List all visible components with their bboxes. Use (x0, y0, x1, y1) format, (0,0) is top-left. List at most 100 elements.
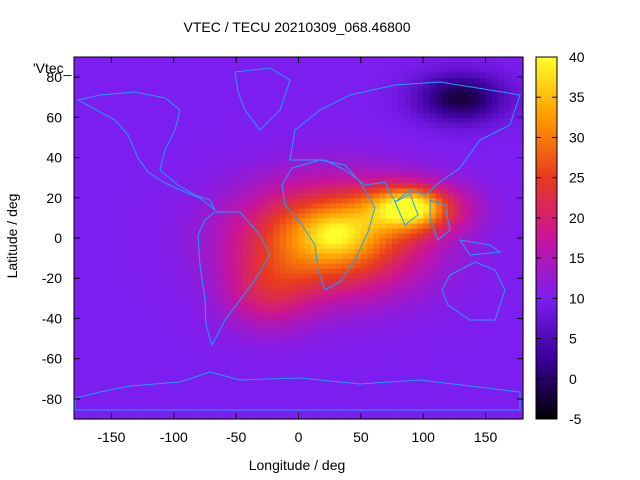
heatmap-cell (410, 343, 418, 350)
heatmap-cell (335, 368, 343, 375)
heatmap-cell (485, 177, 493, 184)
heatmap-cell (304, 217, 312, 224)
heatmap-cell (448, 112, 456, 118)
heatmap-cell (117, 273, 125, 279)
heatmap-cell (292, 408, 300, 415)
heatmap-cell (105, 87, 113, 93)
heatmap-cell (136, 207, 144, 214)
heatmap-cell (292, 338, 300, 345)
heatmap-cell (130, 333, 137, 340)
heatmap-cell (473, 238, 480, 244)
heatmap-cell (254, 383, 262, 390)
heatmap-cell (485, 403, 493, 410)
heatmap-cell (173, 398, 181, 405)
heatmap-cell (504, 338, 512, 345)
heatmap-cell (360, 243, 368, 249)
heatmap-cell (192, 137, 200, 144)
heatmap-cell (254, 87, 262, 93)
heatmap-cell (298, 248, 306, 254)
heatmap-cell (242, 353, 250, 360)
heatmap-cell (435, 217, 443, 224)
heatmap-cell (242, 137, 250, 144)
heatmap-cell (304, 182, 312, 189)
heatmap-cell (117, 258, 125, 264)
heatmap-cell (304, 283, 312, 289)
heatmap-cell (398, 368, 406, 375)
heatmap-cell (123, 162, 131, 169)
heatmap-cell (180, 248, 187, 254)
heatmap-cell (348, 177, 356, 184)
heatmap-cell (416, 142, 424, 149)
heatmap-cell (367, 97, 374, 103)
heatmap-cell (117, 127, 125, 134)
heatmap-cell (385, 122, 393, 128)
heatmap-cell (86, 363, 94, 370)
heatmap-cell (173, 263, 181, 269)
heatmap-cell (304, 207, 312, 214)
heatmap-cell (130, 187, 137, 194)
heatmap-cell (80, 293, 88, 299)
heatmap-cell (485, 408, 493, 415)
heatmap-cell (298, 388, 306, 395)
heatmap-cell (167, 338, 175, 345)
heatmap-cell (98, 243, 106, 249)
heatmap-cell (292, 413, 300, 420)
heatmap-cell (242, 122, 250, 128)
heatmap-cell (254, 137, 262, 144)
heatmap-cell (155, 338, 162, 345)
heatmap-cell (192, 243, 200, 249)
heatmap-cell (310, 217, 318, 224)
heatmap-cell (254, 368, 262, 375)
heatmap-cell (211, 107, 219, 113)
heatmap-cell (292, 77, 300, 83)
heatmap-cell (248, 212, 256, 219)
heatmap-cell (379, 222, 387, 229)
heatmap-cell (429, 187, 437, 194)
heatmap-cell (92, 368, 100, 375)
heatmap-cell (130, 393, 137, 400)
heatmap-cell (211, 398, 219, 405)
heatmap-cell (441, 263, 449, 269)
heatmap-cell (173, 413, 181, 420)
heatmap-cell (236, 388, 243, 395)
heatmap-cell (136, 298, 144, 304)
heatmap-cell (498, 57, 505, 63)
heatmap-cell (236, 142, 243, 149)
heatmap-cell (186, 192, 194, 199)
heatmap-cell (136, 117, 144, 123)
heatmap-cell (80, 323, 88, 330)
heatmap-cell (360, 102, 368, 108)
heatmap-cell (385, 202, 393, 209)
heatmap-cell (435, 358, 443, 365)
heatmap-cell (229, 82, 237, 88)
heatmap-cell (267, 248, 275, 254)
heatmap-cell (223, 403, 231, 410)
heatmap-cell (373, 328, 381, 335)
heatmap-cell (98, 232, 106, 239)
heatmap-cell (92, 57, 100, 63)
heatmap-cell (155, 202, 162, 209)
heatmap-cell (155, 378, 162, 385)
heatmap-cell (410, 413, 418, 420)
heatmap-cell (498, 172, 505, 179)
heatmap-cell (429, 152, 437, 159)
heatmap-cell (286, 248, 293, 254)
heatmap-cell (466, 343, 474, 350)
heatmap-cell (385, 338, 393, 345)
heatmap-cell (192, 87, 200, 93)
heatmap-cell (173, 278, 181, 284)
heatmap-cell (273, 82, 281, 88)
heatmap-cell (473, 117, 480, 123)
heatmap-cell (373, 298, 381, 304)
heatmap-cell (454, 273, 462, 279)
heatmap-cell (254, 97, 262, 103)
heatmap-cell (261, 353, 268, 360)
heatmap-cell (223, 323, 231, 330)
heatmap-cell (379, 57, 387, 63)
heatmap-cell (236, 313, 243, 320)
heatmap-cell (479, 338, 487, 345)
heatmap-cell (242, 127, 250, 134)
heatmap-cell (267, 408, 275, 415)
heatmap-cell (485, 232, 493, 239)
heatmap-cell (404, 127, 412, 134)
